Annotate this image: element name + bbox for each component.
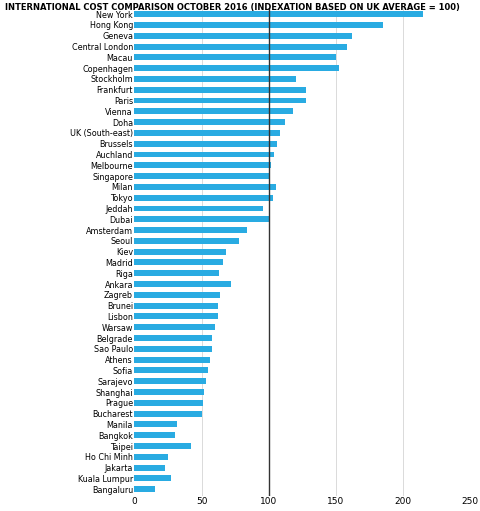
Bar <box>134 108 293 114</box>
Bar <box>134 43 347 50</box>
Bar <box>134 173 269 179</box>
Bar <box>134 227 247 233</box>
Bar <box>134 22 383 28</box>
Bar <box>134 324 215 330</box>
Bar <box>134 65 339 71</box>
Bar <box>134 411 202 416</box>
Bar <box>134 238 239 244</box>
Bar <box>134 443 191 449</box>
Bar <box>134 281 231 287</box>
Bar <box>134 33 352 39</box>
Bar <box>134 367 208 374</box>
Bar <box>134 464 165 471</box>
Bar <box>134 119 285 125</box>
Bar <box>134 249 226 254</box>
Text: INTERNATIONAL COST COMPARISON OCTOBER 2016 (INDEXATION BASED ON UK AVERAGE = 100: INTERNATIONAL COST COMPARISON OCTOBER 20… <box>5 3 460 12</box>
Bar <box>134 378 205 384</box>
Bar <box>134 205 264 212</box>
Bar <box>134 270 219 276</box>
Bar <box>134 486 155 492</box>
Bar <box>134 400 203 406</box>
Bar <box>134 454 168 460</box>
Bar <box>134 216 269 222</box>
Bar <box>134 184 276 190</box>
Bar <box>134 87 306 92</box>
Bar <box>134 54 336 60</box>
Bar <box>134 303 218 309</box>
Bar <box>134 195 273 201</box>
Bar <box>134 11 423 17</box>
Bar <box>134 313 218 319</box>
Bar <box>134 475 171 481</box>
Bar <box>134 76 296 82</box>
Bar <box>134 260 223 265</box>
Bar <box>134 346 212 352</box>
Bar <box>134 152 274 157</box>
Bar <box>134 432 175 438</box>
Bar <box>134 130 279 136</box>
Bar <box>134 422 178 427</box>
Bar <box>134 389 204 395</box>
Bar <box>134 141 277 147</box>
Bar <box>134 292 220 298</box>
Bar <box>134 162 272 168</box>
Bar <box>134 357 210 363</box>
Bar <box>134 335 212 341</box>
Bar <box>134 98 306 104</box>
